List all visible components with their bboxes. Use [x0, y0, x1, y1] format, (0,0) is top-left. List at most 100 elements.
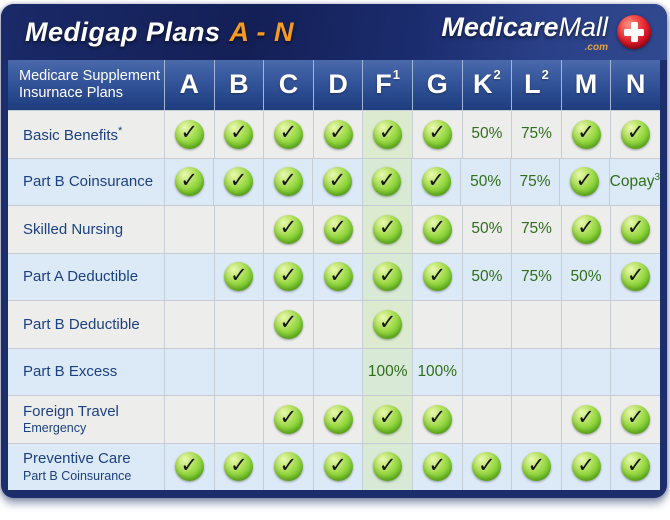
check-glyph: ✓	[279, 120, 298, 145]
table-cell: 50%	[460, 158, 509, 205]
table-cell: ✓	[164, 111, 214, 158]
logo-mall: Mall	[558, 12, 608, 42]
check-glyph: ✓	[279, 215, 298, 240]
logo-medicare: Medicare	[441, 12, 559, 42]
check-icon: ✓	[422, 119, 452, 149]
check-icon: ✓	[224, 167, 254, 197]
superscript-note: 1	[392, 67, 401, 82]
red-cross-icon	[617, 15, 651, 49]
check-icon: ✓	[373, 214, 403, 244]
check-icon: ✓	[174, 119, 204, 149]
title-range: A - N	[229, 16, 295, 47]
title-bar: Medigap Plans A - N MedicareMall .com	[1, 4, 667, 60]
check-glyph: ✓	[577, 120, 595, 145]
check-icon: ✓	[372, 167, 402, 197]
table-cell: ✓	[411, 206, 462, 253]
table-cell	[312, 348, 363, 395]
table-cell: ✓	[263, 111, 313, 158]
row-label-line1: Preventive Care	[23, 450, 131, 468]
check-glyph: ✓	[428, 452, 447, 477]
check-glyph: ✓	[478, 452, 496, 477]
check-glyph: ✓	[626, 405, 645, 430]
row-label-line1: Foreign Travel	[23, 402, 119, 420]
table-cell: ✓	[411, 443, 462, 490]
cell-value: 50%	[570, 267, 602, 285]
logo-dotcom: .com	[584, 42, 608, 53]
check-icon: ✓	[621, 262, 651, 292]
row-label: Basic Benefits*	[8, 111, 164, 158]
row-label: Part A Deductible	[8, 254, 164, 301]
check-icon: ✓	[373, 452, 403, 482]
check-glyph: ✓	[229, 167, 248, 192]
table-row: Foreign Travel Emergency ✓ ✓ ✓ ✓ ✓ ✓	[8, 395, 660, 443]
table-cell: ✓	[610, 396, 660, 443]
check-glyph: ✓	[577, 452, 595, 477]
cell-value: 75%	[520, 267, 552, 285]
column-header-B: B	[213, 60, 264, 110]
check-icon: ✓	[422, 404, 452, 434]
check-glyph: ✓	[378, 262, 397, 287]
check-glyph: ✓	[428, 215, 447, 240]
cell-value: 100%	[417, 362, 458, 380]
row-label: Preventive Care Part B Coinsurance	[8, 444, 164, 491]
logo-text: MedicareMall .com	[441, 12, 608, 53]
check-icon: ✓	[422, 262, 452, 292]
table-cell	[610, 348, 660, 395]
table-cell	[263, 348, 313, 395]
check-icon: ✓	[273, 167, 303, 197]
check-icon: ✓	[323, 214, 353, 244]
check-glyph: ✓	[527, 452, 546, 477]
cell-value: 50%	[471, 220, 503, 238]
table-cell	[411, 301, 462, 348]
table-cell: ✓	[312, 158, 361, 205]
cell-value: 75%	[519, 172, 551, 190]
check-glyph: ✓	[378, 120, 397, 145]
check-glyph: ✓	[329, 405, 347, 430]
table-cell: ✓	[362, 253, 412, 300]
table-cell: ✓	[263, 301, 313, 348]
row-label: Part B Coinsurance	[8, 159, 164, 206]
check-icon: ✓	[273, 262, 303, 292]
check-icon: ✓	[224, 452, 254, 482]
check-glyph: ✓	[279, 452, 298, 477]
table-cell: 50%	[461, 206, 512, 253]
row-label-line1: Part B Deductible	[23, 315, 140, 333]
row-label: Part B Excess	[8, 349, 164, 396]
check-icon: ✓	[224, 119, 254, 149]
table-body: Basic Benefits* ✓ ✓ ✓ ✓ ✓ ✓ 50% 75% ✓ ✓ Part B Coin…	[8, 110, 660, 490]
cell-value: 75%	[520, 125, 552, 143]
check-icon: ✓	[621, 404, 651, 434]
check-glyph: ✓	[230, 452, 248, 477]
check-glyph: ✓	[230, 262, 248, 287]
table-cell: ✓	[560, 443, 611, 490]
cell-value: 50%	[471, 267, 503, 285]
table-cell: 100%	[362, 348, 412, 395]
check-glyph: ✓	[378, 215, 397, 240]
check-icon: ✓	[571, 119, 601, 149]
table-row: Part A Deductible ✓ ✓ ✓ ✓ ✓ 50% 75% 50% ✓	[8, 252, 660, 301]
check-icon: ✓	[273, 452, 303, 482]
medicaremall-logo[interactable]: MedicareMall .com	[441, 12, 651, 53]
check-icon: ✓	[621, 452, 651, 482]
check-glyph: ✓	[378, 405, 397, 430]
check-glyph: ✓	[626, 120, 645, 145]
check-icon: ✓	[422, 214, 452, 244]
check-icon: ✓	[273, 214, 303, 244]
check-icon: ✓	[323, 262, 353, 292]
medigap-plans-card: Medigap Plans A - N MedicareMall .com Med…	[1, 4, 667, 498]
check-glyph: ✓	[180, 452, 199, 477]
table-row: Part B Deductible ✓ ✓	[8, 300, 660, 348]
check-glyph: ✓	[329, 215, 347, 240]
row-label: Foreign Travel Emergency	[8, 396, 164, 443]
table-cell: ✓	[312, 443, 363, 490]
check-glyph: ✓	[329, 262, 347, 287]
check-glyph: ✓	[428, 120, 447, 145]
table-cell: 50%	[461, 253, 512, 300]
cell-value: 50%	[470, 172, 502, 190]
table-cell: 75%	[511, 206, 561, 253]
table-cell	[312, 301, 363, 348]
